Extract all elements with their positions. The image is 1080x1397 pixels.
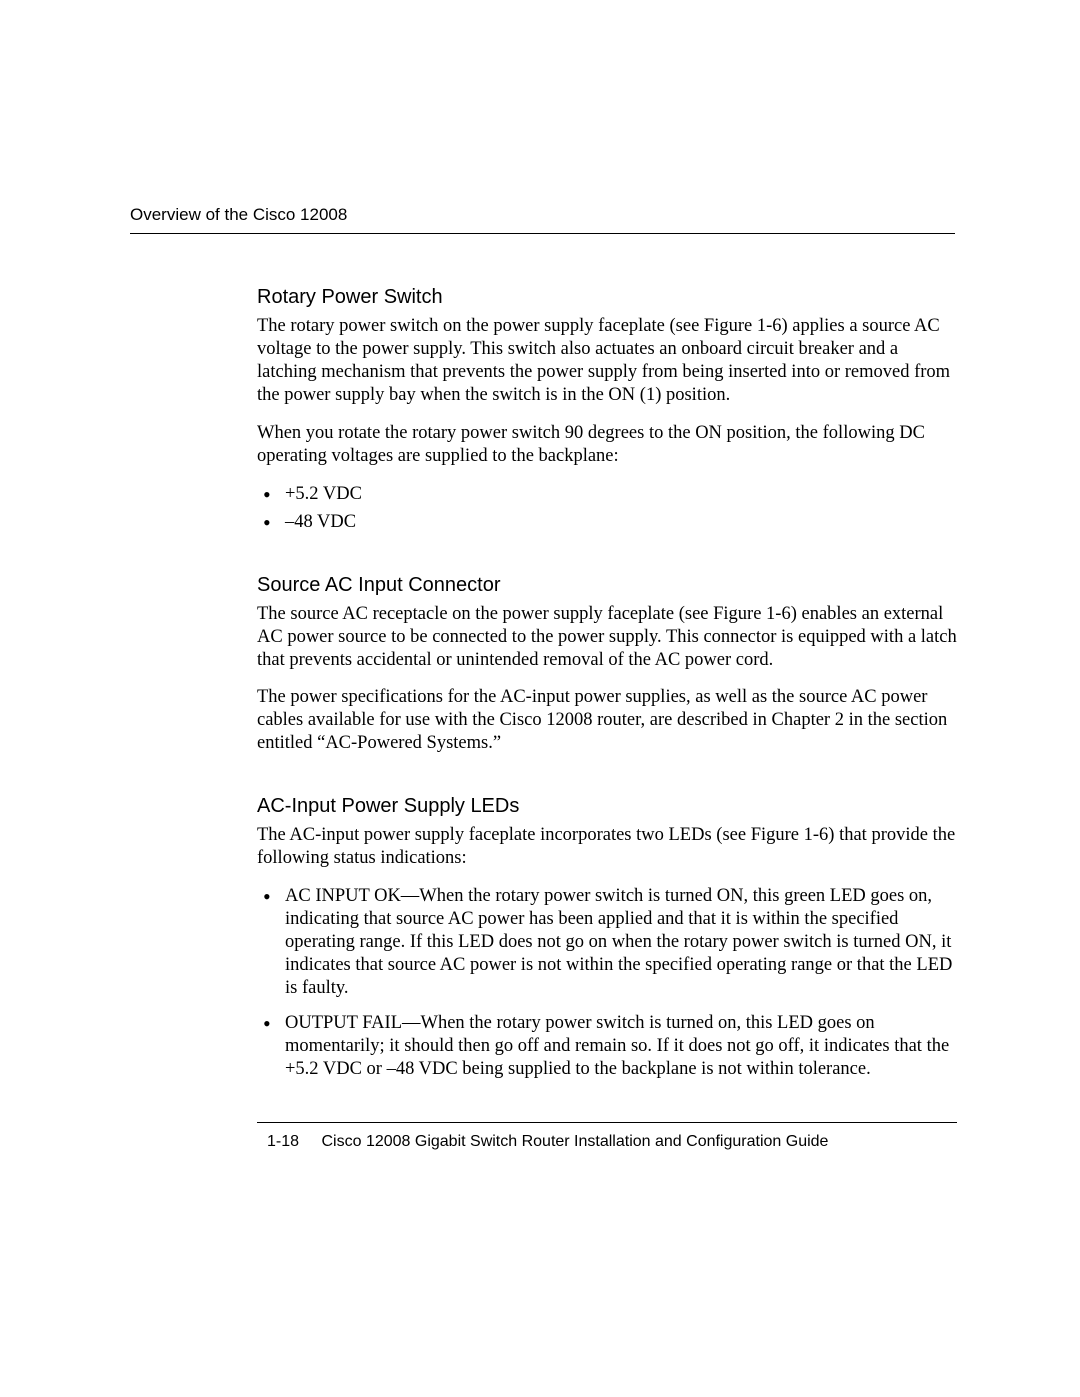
bullet-list: +5.2 VDC –48 VDC — [257, 482, 957, 536]
body-paragraph: The source AC receptacle on the power su… — [257, 603, 957, 672]
body-paragraph: The power specifications for the AC-inpu… — [257, 686, 957, 755]
body-paragraph: When you rotate the rotary power switch … — [257, 422, 957, 468]
page-content: Rotary Power Switch The rotary power swi… — [257, 286, 957, 1151]
footer-doc-title: Cisco 12008 Gigabit Switch Router Instal… — [321, 1133, 828, 1150]
section-heading-source-ac: Source AC Input Connector — [257, 574, 957, 597]
list-item: OUTPUT FAIL—When the rotary power switch… — [257, 1012, 957, 1081]
bullet-list: AC INPUT OK—When the rotary power switch… — [257, 885, 957, 1082]
body-paragraph: The rotary power switch on the power sup… — [257, 315, 957, 408]
body-paragraph: The AC-input power supply faceplate inco… — [257, 824, 957, 870]
list-item: –48 VDC — [257, 510, 957, 536]
document-page: Overview of the Cisco 12008 Rotary Power… — [130, 205, 955, 1151]
section-heading-ac-leds: AC-Input Power Supply LEDs — [257, 795, 957, 818]
section-heading-rotary: Rotary Power Switch — [257, 286, 957, 309]
list-item: AC INPUT OK—When the rotary power switch… — [257, 885, 957, 1001]
running-header: Overview of the Cisco 12008 — [130, 205, 955, 225]
header-rule — [130, 233, 955, 234]
list-item: +5.2 VDC — [257, 482, 957, 508]
footer-rule — [257, 1122, 957, 1123]
page-number: 1-18 — [267, 1133, 299, 1150]
page-footer: 1-18 Cisco 12008 Gigabit Switch Router I… — [257, 1133, 957, 1151]
